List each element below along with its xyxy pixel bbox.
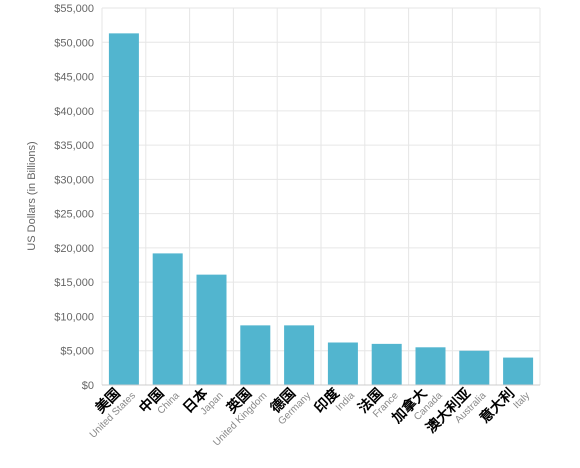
y-axis: $0 $5,000 $10,000 $15,000 $20,000 $25,000 $30,…: [54, 3, 94, 392]
y-tick-label: $0: [82, 380, 94, 392]
y-tick-label: $35,000: [54, 140, 94, 152]
bar: [415, 347, 446, 385]
bar: [196, 274, 227, 385]
y-tick-label: $20,000: [54, 243, 94, 255]
bar: [240, 325, 271, 385]
bar: [327, 342, 358, 385]
y-axis-label: US Dollars (in Billions): [26, 141, 38, 250]
y-tick-label: $50,000: [54, 37, 94, 49]
bar: [152, 253, 183, 385]
bar: [371, 343, 402, 385]
bar: [503, 357, 534, 385]
x-tick-label-en: Italy: [511, 390, 532, 411]
y-tick-label: $30,000: [54, 174, 94, 186]
y-tick-label: $10,000: [54, 311, 94, 323]
y-tick-label: $45,000: [54, 72, 94, 84]
y-tick-label: $40,000: [54, 106, 94, 118]
gridlines: [101, 7, 541, 386]
bars: [108, 33, 534, 385]
bar: [459, 350, 490, 385]
y-tick-label: $5,000: [60, 346, 94, 358]
bar: [108, 33, 139, 385]
y-tick-label: $15,000: [54, 277, 94, 289]
x-tick-label-cn: 意大利: [476, 385, 518, 427]
y-tick-label: $25,000: [54, 209, 94, 221]
y-tick-label: $55,000: [54, 3, 94, 15]
bar: [284, 325, 315, 385]
